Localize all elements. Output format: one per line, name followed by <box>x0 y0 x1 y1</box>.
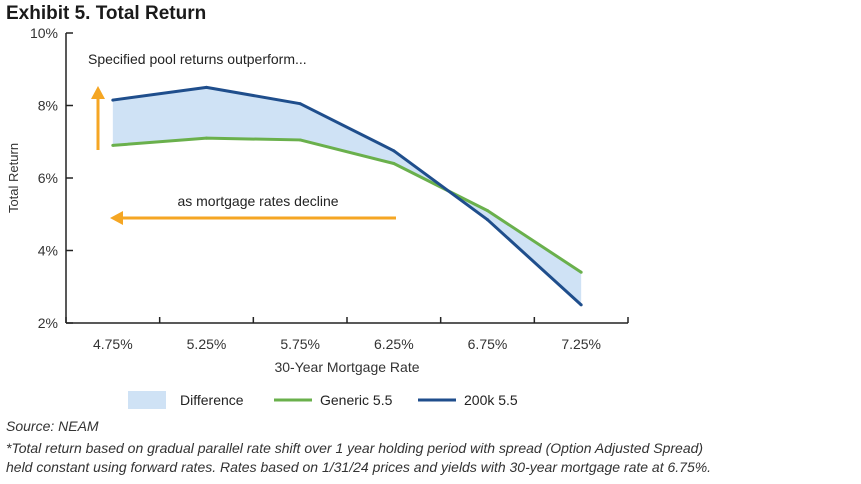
data-point-200k <box>111 98 115 102</box>
y-tick-label: 8% <box>38 98 58 114</box>
total-return-chart: 2% 4% 6% 8% 10% 4.75% 5.25% 5.75% 6.25% 6.75% 7.25… <box>6 25 629 409</box>
data-point-200k <box>579 303 583 307</box>
chart-title: Exhibit 5. Total Return <box>6 3 207 24</box>
data-point-200k <box>486 218 489 222</box>
data-point-generic <box>579 270 583 274</box>
data-point-generic <box>298 138 302 142</box>
source-note: Source: NEAM <box>6 418 99 434</box>
legend-label-generic: Generic 5.5 <box>320 392 393 408</box>
data-point-200k <box>298 102 302 106</box>
y-tick-label: 6% <box>38 170 58 186</box>
x-tick-label: 5.75% <box>280 336 320 352</box>
x-axis-title: 30-Year Mortgage Rate <box>274 359 419 375</box>
data-point-generic <box>111 143 115 147</box>
data-point-generic <box>392 162 396 165</box>
up-arrow-head <box>91 86 105 99</box>
y-tick-label: 10% <box>30 25 58 41</box>
series-line-200k <box>112 85 583 306</box>
x-tick-label: 6.25% <box>374 336 414 352</box>
data-point-generic <box>205 136 208 140</box>
footnote-line-2: held constant using forward rates. Rates… <box>6 459 712 475</box>
legend-label-200k: 200k 5.5 <box>464 392 518 408</box>
data-point-200k <box>205 85 208 89</box>
x-tick-label: 7.25% <box>561 336 601 352</box>
annotation-rates-decline: as mortgage rates decline <box>177 193 338 209</box>
data-point-200k <box>392 149 396 153</box>
left-arrow-head <box>110 211 123 225</box>
y-axis-title: Total Return <box>6 143 21 213</box>
legend-label-difference: Difference <box>180 392 244 408</box>
x-tick-label: 5.25% <box>187 336 227 352</box>
x-tick-label: 4.75% <box>93 336 133 352</box>
x-tick-label: 6.75% <box>468 336 508 352</box>
footnote-line-1: *Total return based on gradual parallel … <box>6 440 704 456</box>
series-line-generic <box>112 136 582 274</box>
difference-area <box>112 87 582 305</box>
y-tick-label: 4% <box>38 243 58 259</box>
y-tick-label: 2% <box>38 315 58 331</box>
annotation-outperform: Specified pool returns outperform... <box>88 51 307 67</box>
legend-swatch-difference <box>128 391 166 409</box>
data-point-generic <box>486 209 489 213</box>
